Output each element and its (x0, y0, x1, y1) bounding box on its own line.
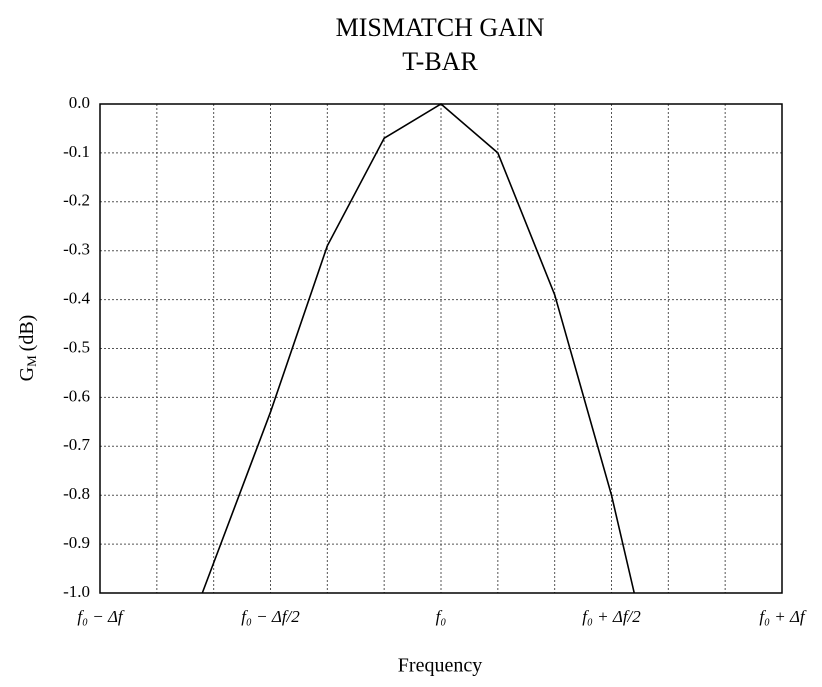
y-tick-label: -0.6 (63, 386, 90, 405)
x-tick-label: f₀ + Δf (759, 607, 807, 626)
y-tick-label: -0.5 (63, 337, 90, 356)
y-tick-label: -0.7 (63, 435, 90, 454)
chart-subtitle: T-BAR (402, 47, 478, 76)
y-tick-label: -0.2 (63, 191, 90, 210)
y-label-unit: (dB) (16, 315, 38, 352)
y-tick-label: -0.3 (63, 240, 90, 259)
y-label-sub: M (24, 355, 39, 367)
chart-title: MISMATCH GAIN (336, 13, 545, 42)
y-tick-label: -0.9 (63, 533, 90, 552)
x-tick-label: f₀ + Δf/2 (582, 607, 641, 626)
x-tick-label: f₀ (436, 607, 447, 626)
x-axis-label: Frequency (398, 655, 482, 677)
y-axis-label: GM (dB) (16, 315, 39, 382)
line (201, 103, 636, 594)
x-tick-label: f₀ − Δf/2 (241, 607, 300, 626)
y-tick-label: -0.1 (63, 142, 90, 161)
y-tick-label: 0.0 (69, 93, 90, 112)
y-tick-label: -0.4 (63, 289, 90, 308)
y-label-main: G (16, 367, 38, 381)
y-tick-label: -0.8 (63, 484, 90, 503)
x-tick-label: f₀ − Δf (77, 607, 125, 626)
y-tick-label: -1.0 (63, 582, 90, 601)
